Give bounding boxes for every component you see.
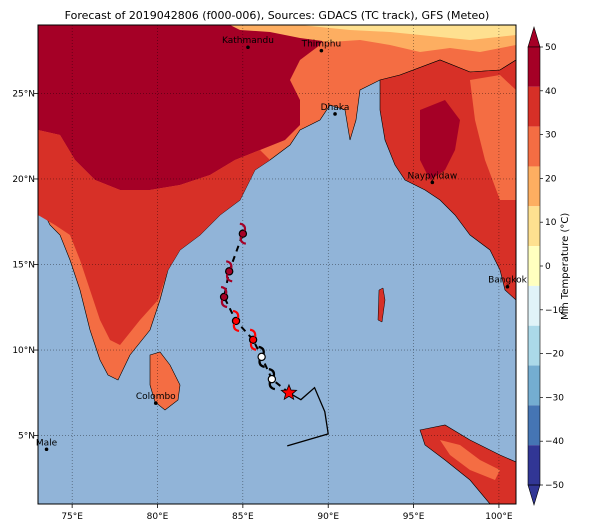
cyclone-symbol: [267, 368, 277, 391]
cyclone-track: [219, 222, 329, 447]
colorbar-extend-max: [527, 25, 541, 48]
cyclone-arm: [268, 368, 276, 377]
cyclone-arm: [249, 328, 257, 337]
city-label: Kathmandu: [222, 36, 274, 46]
colorbar-swatch: [528, 206, 540, 247]
cyclone-eye: [248, 335, 258, 344]
colorbar-swatch: [528, 405, 540, 446]
current-position-marker: [280, 383, 298, 401]
y-tick-label: 25°N: [12, 89, 35, 99]
colorbar-tick-label: 0: [545, 262, 551, 272]
y-tick-label: 10°N: [12, 346, 35, 356]
cyclone-arm: [239, 236, 247, 245]
cyclone-arm: [225, 260, 233, 269]
andaman-islands: [377, 287, 386, 323]
colorbar-label: Min Temperature (°C): [560, 212, 571, 320]
colorbar-swatch: [528, 365, 540, 406]
observed-track-line: [287, 386, 329, 447]
city-dot: [505, 284, 510, 289]
x-tick-label: 95°E: [403, 512, 425, 522]
x-tick-label: 90°E: [317, 512, 339, 522]
city-label: Dhaka: [321, 103, 350, 113]
colorbar-tick-label: −40: [545, 437, 564, 447]
cyclone-arm: [220, 299, 228, 309]
cyclone-arm: [232, 323, 240, 333]
colorbar-swatch: [528, 86, 540, 127]
city-label: Bangkok: [488, 276, 528, 286]
x-tick-label: 75°E: [61, 512, 83, 522]
colorbar-swatch: [528, 445, 540, 485]
city-label: Colombo: [136, 392, 176, 402]
colorbar-swatch: [528, 325, 540, 366]
city-dot: [319, 48, 324, 53]
sumatra-highland: [440, 440, 500, 480]
heat-zone-north: [38, 25, 330, 190]
x-tick-label: 80°E: [147, 512, 169, 522]
y-tick-label: 15°N: [12, 261, 35, 271]
cyclone-arm: [258, 359, 265, 368]
colorbar-tick-label: −10: [545, 306, 564, 316]
colorbar-tick-label: 40: [545, 87, 557, 97]
city-label: Naypyidaw: [407, 171, 457, 181]
city-dot: [153, 401, 158, 405]
myanmar-highland: [470, 75, 516, 200]
cyclone-symbol: [224, 260, 234, 283]
land-sri-lanka: [149, 351, 181, 411]
cyclone-arm: [268, 381, 276, 391]
cyclone-symbol: [238, 222, 248, 245]
map-title: Forecast of 2019042806 (f000-006), Sourc…: [64, 9, 490, 22]
colorbar-tick-label: 20: [545, 174, 557, 184]
colorbar-tick-label: 50: [545, 43, 557, 53]
city-dot: [430, 180, 435, 185]
city-label: Thimphu: [301, 40, 342, 50]
city-label: Male: [36, 438, 58, 448]
colorbar-swatch: [528, 166, 540, 207]
colorbar-swatch: [528, 246, 540, 286]
cyclone-eye: [231, 316, 241, 326]
cyclone-arm: [225, 274, 233, 283]
y-tick-label: 20°N: [12, 175, 35, 185]
myanmar-warm-valley: [420, 100, 460, 180]
colorbar-extend-min: [527, 484, 541, 507]
city-markers: Kathmandu Thimphu Dhaka Naypyidaw Bangkok Col…: [36, 36, 528, 452]
cyclone-eye: [257, 352, 266, 362]
cyclone-symbol: [219, 285, 229, 309]
colorbar-tick-label: −50: [545, 481, 564, 491]
cyclone-arm: [249, 342, 257, 351]
y-tick-label: 5°N: [18, 432, 35, 442]
colorbar-tick-label: −20: [545, 350, 564, 360]
colorbar-tick-label: 10: [545, 218, 557, 228]
colorbar-swatch: [528, 47, 540, 87]
cyclone-arm: [220, 285, 228, 295]
heat-zone-central: [38, 130, 270, 345]
colorbar: 50 40 30 20 10 0 −10 −20 −30 −40 −50: [527, 25, 564, 507]
colorbar-swatch: [528, 126, 540, 167]
cyclone-eye: [219, 292, 229, 302]
cyclone-symbol: [231, 309, 241, 333]
city-dot: [333, 112, 337, 116]
colorbar-swatch: [528, 285, 540, 326]
cyclone-eye: [238, 229, 248, 238]
cyclone-eye: [267, 374, 277, 384]
colorbar-tick-label: 30: [545, 131, 557, 141]
cyclone-arm: [232, 309, 240, 319]
cyclone-eye: [224, 267, 234, 276]
cyclone-arm: [258, 345, 265, 355]
city-dot: [246, 45, 250, 50]
cyclone-symbol: [257, 345, 266, 368]
colorbar-tick-label: −30: [545, 393, 564, 403]
x-tick-label: 85°E: [232, 512, 254, 522]
cyclone-arm: [239, 222, 247, 231]
himalaya-snow: [300, 25, 516, 40]
graticule: [38, 25, 516, 504]
city-dot: [44, 447, 49, 452]
axis-labels: 75°E 80°E 85°E 90°E 95°E 100°E 5°N 10°N 15°N 20°N…: [12, 89, 513, 522]
x-tick-label: 100°E: [485, 512, 513, 522]
cyclone-symbol: [248, 328, 258, 351]
